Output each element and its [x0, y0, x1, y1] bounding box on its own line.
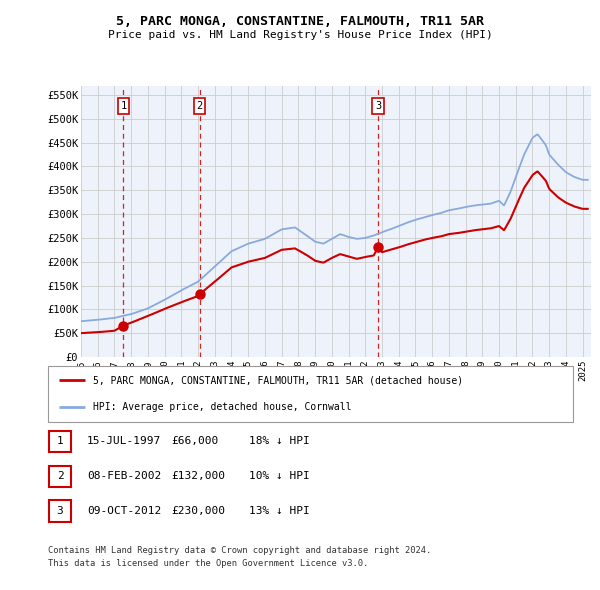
- Text: £132,000: £132,000: [171, 471, 225, 481]
- Text: 1: 1: [56, 437, 64, 446]
- Text: 09-OCT-2012: 09-OCT-2012: [87, 506, 161, 516]
- Text: 5, PARC MONGA, CONSTANTINE, FALMOUTH, TR11 5AR (detached house): 5, PARC MONGA, CONSTANTINE, FALMOUTH, TR…: [92, 375, 463, 385]
- Text: £230,000: £230,000: [171, 506, 225, 516]
- Text: £66,000: £66,000: [171, 437, 218, 446]
- FancyBboxPatch shape: [49, 431, 71, 452]
- Text: 10% ↓ HPI: 10% ↓ HPI: [249, 471, 310, 481]
- FancyBboxPatch shape: [49, 500, 71, 522]
- FancyBboxPatch shape: [48, 366, 573, 422]
- Text: 2: 2: [197, 101, 203, 111]
- Text: This data is licensed under the Open Government Licence v3.0.: This data is licensed under the Open Gov…: [48, 559, 368, 568]
- Text: 13% ↓ HPI: 13% ↓ HPI: [249, 506, 310, 516]
- Text: 5, PARC MONGA, CONSTANTINE, FALMOUTH, TR11 5AR: 5, PARC MONGA, CONSTANTINE, FALMOUTH, TR…: [116, 15, 484, 28]
- Text: 08-FEB-2002: 08-FEB-2002: [87, 471, 161, 481]
- Text: HPI: Average price, detached house, Cornwall: HPI: Average price, detached house, Corn…: [92, 402, 351, 412]
- Text: 1: 1: [121, 101, 127, 111]
- Text: Price paid vs. HM Land Registry's House Price Index (HPI): Price paid vs. HM Land Registry's House …: [107, 30, 493, 40]
- Text: 2: 2: [56, 471, 64, 481]
- Text: 18% ↓ HPI: 18% ↓ HPI: [249, 437, 310, 446]
- FancyBboxPatch shape: [49, 466, 71, 487]
- Text: 3: 3: [375, 101, 381, 111]
- Text: Contains HM Land Registry data © Crown copyright and database right 2024.: Contains HM Land Registry data © Crown c…: [48, 546, 431, 555]
- Text: 15-JUL-1997: 15-JUL-1997: [87, 437, 161, 446]
- Text: 3: 3: [56, 506, 64, 516]
